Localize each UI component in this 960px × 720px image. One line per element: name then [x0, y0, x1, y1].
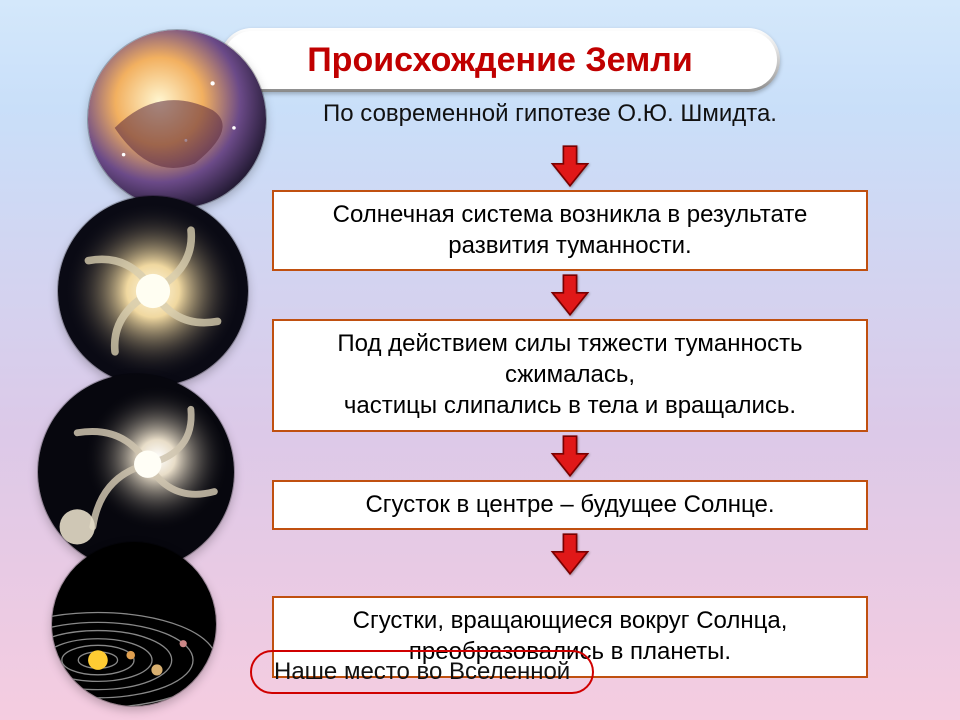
step-text: Под действием силы тяжести туманность сж… — [337, 330, 802, 418]
thumbnail-spiral-galaxy — [58, 196, 248, 386]
step-box-3: Сгусток в центре – будущее Солнце. — [272, 480, 868, 531]
thumbnail-column — [38, 30, 258, 690]
title-container: Происхождение Земли — [220, 28, 780, 92]
arrow-down-icon — [548, 144, 592, 188]
arrow-down-icon — [548, 434, 592, 478]
nebula-cloud-icon — [88, 30, 266, 208]
thumbnail-whirlpool-galaxy — [38, 374, 234, 570]
arrow-down-icon — [548, 532, 592, 576]
title-inner: Происхождение Земли — [223, 31, 777, 89]
subtitle-text: По современной гипотезе О.Ю. Шмидта. — [300, 100, 800, 128]
spiral-galaxy-icon — [58, 196, 248, 386]
arrow-down-icon — [548, 273, 592, 317]
step-box-1: Солнечная система возникла в результате … — [272, 190, 868, 271]
flowchart: Солнечная система возникла в результате … — [270, 142, 870, 678]
step-text: Солнечная система возникла в результате … — [333, 201, 808, 259]
link-universe[interactable]: Наше место во Вселенной — [250, 650, 594, 694]
title-text: Происхождение Земли — [307, 41, 693, 80]
thumbnail-solar-system — [52, 542, 216, 706]
link-label: Наше место во Вселенной — [274, 658, 570, 685]
step-box-2: Под действием силы тяжести туманность сж… — [272, 319, 868, 431]
step-text: Сгусток в центре – будущее Солнце. — [365, 491, 774, 518]
whirlpool-galaxy-icon — [38, 374, 234, 570]
solar-system-diagram-icon — [52, 542, 216, 706]
thumbnail-nebula — [88, 30, 266, 208]
